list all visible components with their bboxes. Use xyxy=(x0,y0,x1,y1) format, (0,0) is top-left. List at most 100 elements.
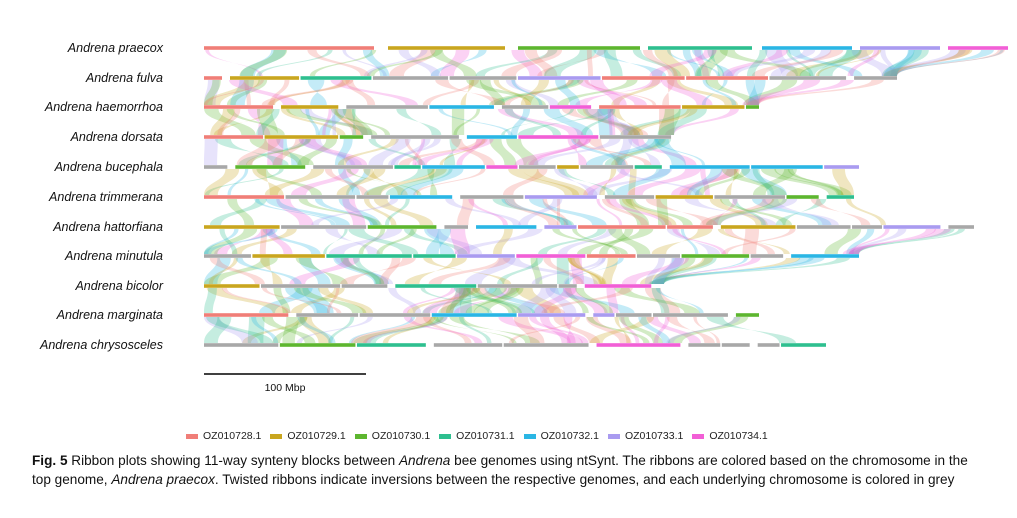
chromosome-segment xyxy=(501,105,549,109)
synteny-ribbon xyxy=(563,317,576,343)
synteny-ribbon xyxy=(621,199,677,225)
synteny-ribbon xyxy=(501,199,573,225)
synteny-ribbon xyxy=(267,139,284,165)
synteny-ribbon xyxy=(638,317,671,343)
species-label: Andrena marginata xyxy=(56,308,163,322)
synteny-ribbon xyxy=(493,80,580,105)
chromosome-segment xyxy=(204,313,289,317)
synteny-ribbon xyxy=(625,199,693,225)
synteny-ribbon xyxy=(518,199,563,225)
synteny-ribbon xyxy=(389,50,436,76)
synteny-ribbon xyxy=(379,258,401,284)
species-label: Andrena praecox xyxy=(67,41,164,55)
synteny-ribbon xyxy=(403,288,457,313)
chromosome-segment xyxy=(518,313,586,317)
species-label: Andrena bucephala xyxy=(54,160,163,174)
synteny-ribbon xyxy=(722,229,796,254)
synteny-ribbon xyxy=(333,258,390,284)
synteny-ribbon xyxy=(334,258,394,284)
synteny-ribbon xyxy=(849,229,890,254)
caption-text-2: bee genomes using ntSynt. The ribbons ar… xyxy=(32,453,968,487)
synteny-ribbon xyxy=(588,139,628,165)
synteny-ribbon xyxy=(396,109,442,135)
synteny-ribbon xyxy=(296,317,373,343)
synteny-ribbon xyxy=(297,317,336,343)
synteny-ribbon xyxy=(506,199,568,225)
synteny-ribbon xyxy=(517,109,614,135)
synteny-ribbon xyxy=(667,50,721,76)
synteny-ribbon xyxy=(604,139,672,165)
legend-label: OZ010734.1 xyxy=(709,430,768,442)
chromosome-segment xyxy=(720,225,796,229)
chromosome-segment xyxy=(252,254,325,258)
synteny-ribbon xyxy=(611,80,661,105)
synteny-ribbon xyxy=(741,169,787,195)
chromosome-segment xyxy=(686,76,768,80)
synteny-ribbon xyxy=(338,199,381,225)
legend-swatch xyxy=(354,433,367,439)
synteny-ribbon xyxy=(539,317,571,343)
synteny-ribbon xyxy=(665,109,739,135)
synteny-ribbon xyxy=(427,169,438,195)
synteny-ribbon xyxy=(598,109,640,135)
synteny-ribbon xyxy=(430,50,487,76)
synteny-ribbon xyxy=(662,80,675,105)
synteny-ribbon xyxy=(453,109,481,135)
synteny-ribbon xyxy=(656,199,669,225)
synteny-ribbon xyxy=(510,109,531,135)
synteny-ribbon xyxy=(845,199,886,225)
synteny-ribbon xyxy=(451,109,465,135)
synteny-ribbon xyxy=(851,50,897,76)
synteny-ribbon xyxy=(425,229,451,254)
synteny-ribbon xyxy=(880,50,897,76)
synteny-ribbon xyxy=(307,50,370,76)
synteny-ribbon xyxy=(701,80,728,105)
synteny-ribbon xyxy=(557,229,617,254)
synteny-ribbon xyxy=(610,109,644,135)
synteny-ribbon xyxy=(204,229,239,254)
synteny-ribbon xyxy=(236,139,281,165)
synteny-ribbon xyxy=(817,50,862,76)
synteny-ribbon xyxy=(307,80,327,105)
chromosome-segment xyxy=(388,46,505,50)
synteny-ribbon xyxy=(464,258,516,284)
synteny-ribbon xyxy=(252,169,284,195)
synteny-ribbon xyxy=(648,258,825,284)
synteny-ribbon xyxy=(294,288,367,313)
synteny-ribbon xyxy=(627,169,701,195)
synteny-ribbon xyxy=(458,288,472,313)
synteny-ribbon xyxy=(555,80,581,105)
chromosome-segment xyxy=(341,284,388,288)
synteny-ribbon xyxy=(705,80,759,105)
synteny-ribbon xyxy=(706,199,798,225)
synteny-ribbon xyxy=(298,199,382,225)
synteny-ribbon xyxy=(373,199,434,225)
synteny-ribbon xyxy=(276,139,302,165)
synteny-ribbon xyxy=(528,199,607,225)
synteny-ribbon xyxy=(226,109,285,135)
legend-item: OZ010728.1 xyxy=(186,430,261,442)
synteny-ribbon xyxy=(586,50,593,76)
chromosome-segment xyxy=(457,254,515,258)
synteny-ribbon xyxy=(443,139,461,165)
synteny-ribbon xyxy=(893,50,1004,76)
chromosome-segment xyxy=(326,254,412,258)
synteny-ribbon xyxy=(348,317,416,343)
chromosome-segment xyxy=(584,284,652,288)
chromosome-segment xyxy=(204,46,374,50)
chromosome-segment xyxy=(586,254,636,258)
synteny-ribbon xyxy=(340,258,385,284)
chromosome-segment xyxy=(518,46,640,50)
synteny-ribbon xyxy=(309,50,377,76)
synteny-ribbon xyxy=(651,258,717,284)
synteny-ribbon xyxy=(420,288,493,313)
synteny-ribbon xyxy=(601,199,649,225)
synteny-ribbon xyxy=(587,169,673,195)
synteny-ribbon xyxy=(338,169,361,195)
chromosome-segment xyxy=(204,284,260,288)
chromosome-segment xyxy=(433,343,503,347)
synteny-ribbon xyxy=(556,199,561,225)
chromosome-segment xyxy=(296,313,359,317)
species-label: Andrena chrysosceles xyxy=(39,338,163,352)
chromosome-segment xyxy=(518,135,599,139)
